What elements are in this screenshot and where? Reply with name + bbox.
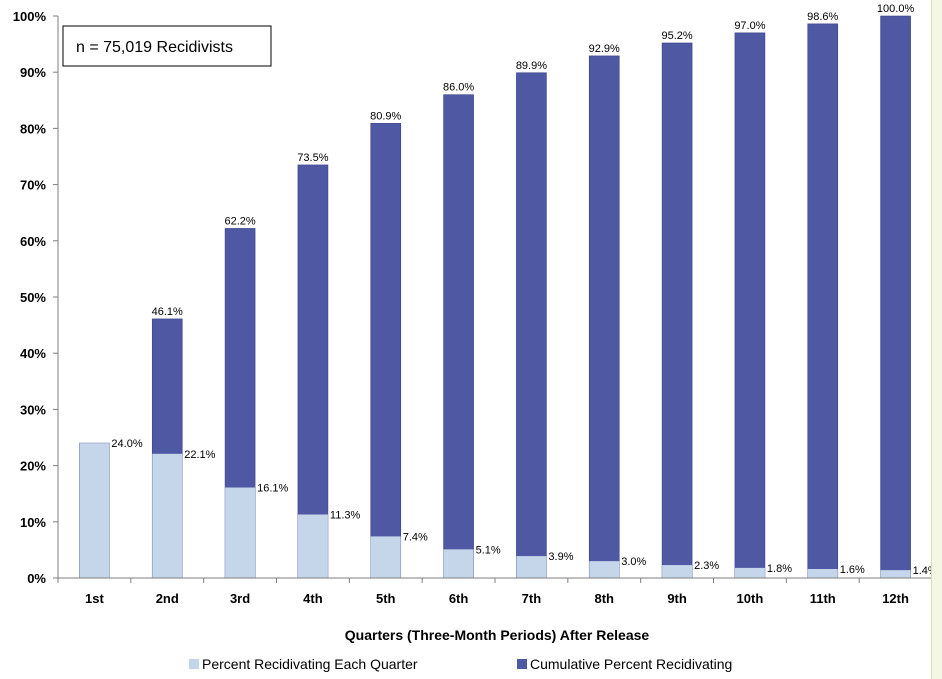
x-tick-label: 9th [667,591,687,606]
y-tick-label: 40% [20,346,46,361]
data-label-quarter: 1.4% [913,565,932,577]
x-tick-label: 12th [882,591,909,606]
y-tick-label: 50% [20,290,46,305]
data-label-quarter: 1.8% [767,563,792,575]
y-tick-label: 0% [27,571,46,586]
data-label-quarter: 7.4% [403,531,428,543]
data-label-cumulative: 62.2% [224,215,255,227]
data-label-quarter: 3.0% [621,556,646,568]
data-label-cumulative: 100.0% [877,3,915,15]
data-label-quarter: 1.6% [840,564,865,576]
legend-label-cumulative: Cumulative Percent Recidivating [530,656,732,672]
x-tick-label: 10th [737,591,764,606]
annotation-text: n = 75,019 Recidivists [76,39,233,56]
data-label-quarter: 24.0% [111,438,142,450]
y-tick-label: 30% [20,402,46,417]
bar-cumulative [371,123,401,578]
data-label-cumulative: 89.9% [516,60,547,72]
bar-quarter [225,488,255,578]
y-tick-label: 90% [20,65,46,80]
bar-quarter [808,569,838,578]
x-tick-label: 5th [376,591,396,606]
data-label-quarter: 16.1% [257,483,288,495]
data-label-cumulative: 80.9% [370,110,401,122]
data-label-quarter: 22.1% [184,449,215,461]
data-label-cumulative: 92.9% [589,43,620,55]
data-label-cumulative: 46.1% [152,306,183,318]
data-label-cumulative: 95.2% [661,30,692,42]
y-tick-label: 100% [13,9,47,24]
bar-quarter [444,549,474,578]
data-label-quarter: 11.3% [330,509,361,521]
legend-swatch-cumulative [517,659,527,669]
x-tick-label: 4th [303,591,323,606]
bar-quarter [79,443,109,578]
bar-cumulative [516,73,546,578]
bar-quarter [662,565,692,578]
bar-quarter [152,454,182,578]
x-tick-label: 7th [522,591,542,606]
x-tick-label: 11th [810,591,836,606]
y-tick-label: 80% [20,121,46,136]
data-label-quarter: 3.9% [548,551,573,563]
legend-swatch-quarter [189,659,199,669]
x-tick-label: 8th [595,591,615,606]
bar-cumulative [881,16,911,578]
bar-quarter [371,536,401,578]
y-tick-label: 20% [20,459,46,474]
legend: Percent Recidivating Each Quarter Cumula… [189,656,732,672]
bar-quarter [881,570,911,578]
bar-cumulative [735,33,765,578]
side-panel-edge [931,0,942,679]
data-label-cumulative: 97.0% [734,20,765,32]
data-label-cumulative: 73.5% [297,152,328,164]
y-tick-label: 70% [20,178,46,193]
bar-cumulative [444,95,474,578]
bar-cumulative [662,43,692,578]
x-tick-label: 6th [449,591,469,606]
bars-group [79,16,910,578]
x-tick-label: 3rd [230,591,250,606]
bar-quarter [298,514,328,578]
bar-quarter [735,568,765,578]
bar-quarter [516,556,546,578]
annotation-box: n = 75,019 Recidivists [63,26,271,66]
bar-cumulative [589,56,619,578]
y-tick-label: 60% [20,234,46,249]
bar-quarter [589,561,619,578]
data-label-cumulative: 98.6% [807,11,838,23]
x-axis-title: Quarters (Three-Month Periods) After Rel… [345,627,650,643]
y-tick-label: 10% [20,515,46,530]
x-tick-label: 1st [85,591,104,606]
data-label-cumulative: 86.0% [443,82,474,94]
legend-label-quarter: Percent Recidivating Each Quarter [202,656,418,672]
x-tick-label: 2nd [156,591,179,606]
data-label-quarter: 5.1% [476,544,501,556]
data-label-quarter: 2.3% [694,560,719,572]
bar-cumulative [808,24,838,578]
